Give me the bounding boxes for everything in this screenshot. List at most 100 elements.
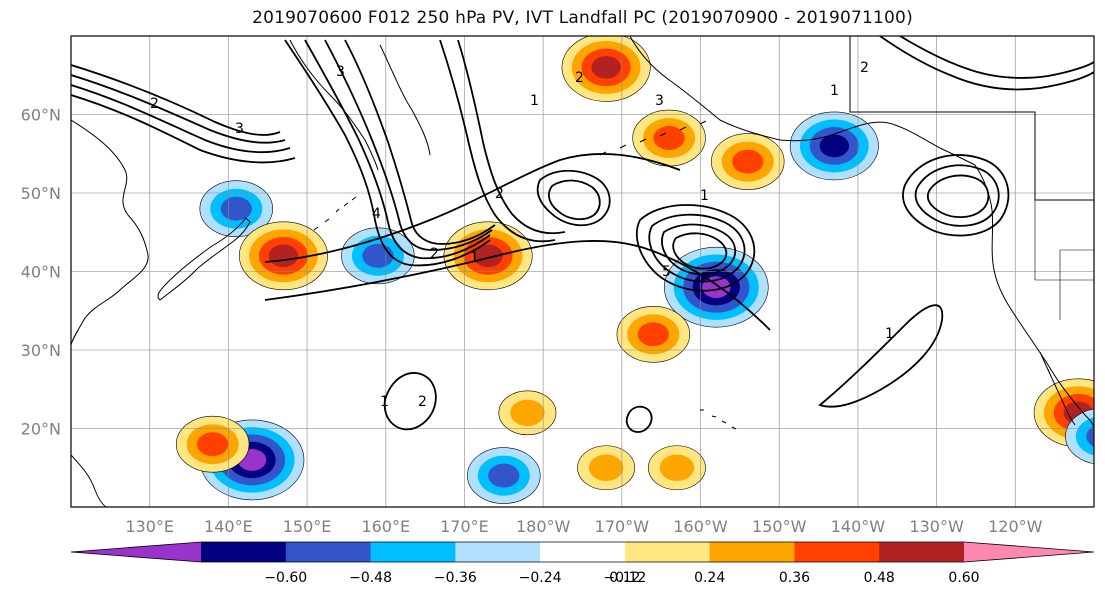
colorbar-tick-label: −0.48 xyxy=(349,570,392,586)
contour-line xyxy=(71,64,281,136)
colorbar-tick-label: −0.60 xyxy=(264,570,307,586)
japan-coastline xyxy=(157,217,251,301)
pv-level-fill xyxy=(653,126,685,151)
contour-line xyxy=(324,39,493,251)
contour-line xyxy=(672,232,728,270)
contour-label: 4 xyxy=(372,206,381,222)
lon-tick-label: 140°E xyxy=(204,517,253,536)
pv-anomaly xyxy=(175,415,250,473)
pv-level-fill xyxy=(510,399,545,426)
colorbar-tick-label: 0.24 xyxy=(694,570,725,586)
lon-tick-label: 140°W xyxy=(831,517,886,536)
pv-level-fill xyxy=(220,196,252,221)
lat-tick-label: 20°N xyxy=(21,420,61,439)
contour-line xyxy=(648,213,746,283)
contour-label: 1 xyxy=(380,394,389,410)
colorbar-segment xyxy=(455,542,541,562)
kuril-islands xyxy=(313,196,357,231)
pv-anomaly xyxy=(789,111,879,181)
contour-line xyxy=(383,372,437,431)
pv-anomaly xyxy=(341,227,415,285)
longitude-labels: 130°E 140°E 150°E 160°E 170°E 180°W 170°W 160°W… xyxy=(125,517,1042,536)
coastlines xyxy=(71,36,1094,507)
colorbar-low-arrow xyxy=(71,542,201,562)
lon-tick-label: 180°W xyxy=(516,517,571,536)
contour-label: 2 xyxy=(418,394,427,410)
pv-anomaly xyxy=(632,109,706,167)
contour-label-layer: 2 3 4 1 2 3 1 2 1 2 3 5 1 2 1 1 2 xyxy=(150,60,894,410)
contour-line xyxy=(899,36,1094,79)
contour-line xyxy=(71,74,286,144)
figure-title: 2019070600 F012 250 hPa PV, IVT Landfall… xyxy=(252,8,913,28)
pv-anomaly xyxy=(467,447,541,504)
pv-anomaly xyxy=(577,445,636,491)
kamchatka-coastline xyxy=(289,39,379,171)
lon-tick-label: 120°W xyxy=(988,517,1043,536)
colorbar-tick-labels: −0.60 −0.48 −0.36 −0.24 −0.120.12 0.24 0.36 0.4… xyxy=(264,570,979,586)
pv-anomaly xyxy=(663,246,769,328)
contour-label: 1 xyxy=(470,250,479,266)
colorbar-segment xyxy=(794,542,880,562)
pv-shading-layer xyxy=(175,36,1094,504)
contour-line xyxy=(284,39,491,267)
colorbar-tick-label: 0.12 xyxy=(609,570,640,586)
contour-line xyxy=(547,179,601,221)
contour-label: 1 xyxy=(700,188,709,204)
colorbar-segment xyxy=(709,542,795,562)
contour-line xyxy=(661,223,737,276)
colorbar-segment xyxy=(370,542,456,562)
contour-label: 2 xyxy=(495,186,504,202)
lon-tick-label: 170°E xyxy=(440,517,489,536)
contour-label: 5 xyxy=(662,264,671,280)
contour-label: 1 xyxy=(830,83,839,99)
lon-tick-label: 160°W xyxy=(673,517,728,536)
lon-tick-label: 150°W xyxy=(752,517,807,536)
colorbar xyxy=(70,541,1095,563)
lon-tick-label: 160°E xyxy=(361,517,410,536)
colorbar-tick-label: 0.36 xyxy=(779,570,810,586)
contour-line xyxy=(625,405,653,433)
canada-border xyxy=(849,36,1094,201)
colorbar-tick-label: −0.12 xyxy=(603,570,646,586)
lat-tick-label: 50°N xyxy=(21,184,61,203)
north-america-coastline xyxy=(974,164,1094,429)
colorbar-tick-label: −0.36 xyxy=(434,570,477,586)
contour-line xyxy=(635,204,756,292)
contour-label: 2 xyxy=(150,96,159,112)
pv-level-fill xyxy=(819,134,850,158)
contour-label: 2 xyxy=(575,70,584,86)
contour-label: 2 xyxy=(430,246,439,262)
pv-level-fill xyxy=(197,432,229,457)
contour-line xyxy=(926,174,990,218)
contour-line xyxy=(818,304,944,408)
alaska-coastline xyxy=(629,36,976,166)
contour-line xyxy=(879,36,1094,91)
colorbar-tick-label: 0.48 xyxy=(864,570,895,586)
contour-line xyxy=(439,39,556,243)
contour-label: 3 xyxy=(235,121,244,137)
pv-anomaly xyxy=(561,36,651,102)
lon-tick-label: 130°E xyxy=(125,517,174,536)
graticule xyxy=(71,36,1094,507)
us-states xyxy=(1034,200,1094,320)
lon-tick-label: 130°W xyxy=(909,517,964,536)
contour-label: 3 xyxy=(336,64,345,80)
contour-line xyxy=(457,39,566,235)
pv-level-fill xyxy=(588,454,624,481)
lat-tick-label: 60°N xyxy=(21,106,61,125)
map-frame xyxy=(70,35,1095,508)
pv-level-fill xyxy=(1086,425,1094,447)
map-plot-area: 2 3 4 1 2 3 1 2 1 2 3 5 1 2 1 1 2 xyxy=(71,36,1094,507)
pv-level-fill xyxy=(637,322,669,347)
baja-coastline xyxy=(1039,351,1076,426)
lon-tick-label: 150°E xyxy=(283,517,332,536)
colorbar-outline xyxy=(70,541,1095,563)
pv-level-fill xyxy=(473,244,503,268)
pv-level-fill xyxy=(488,463,520,488)
pv-level-fill xyxy=(268,244,299,268)
hawaiian-islands xyxy=(700,409,737,430)
contour-line xyxy=(914,164,1000,227)
colorbar-segment xyxy=(540,542,626,562)
pv-level-fill xyxy=(1075,417,1094,456)
